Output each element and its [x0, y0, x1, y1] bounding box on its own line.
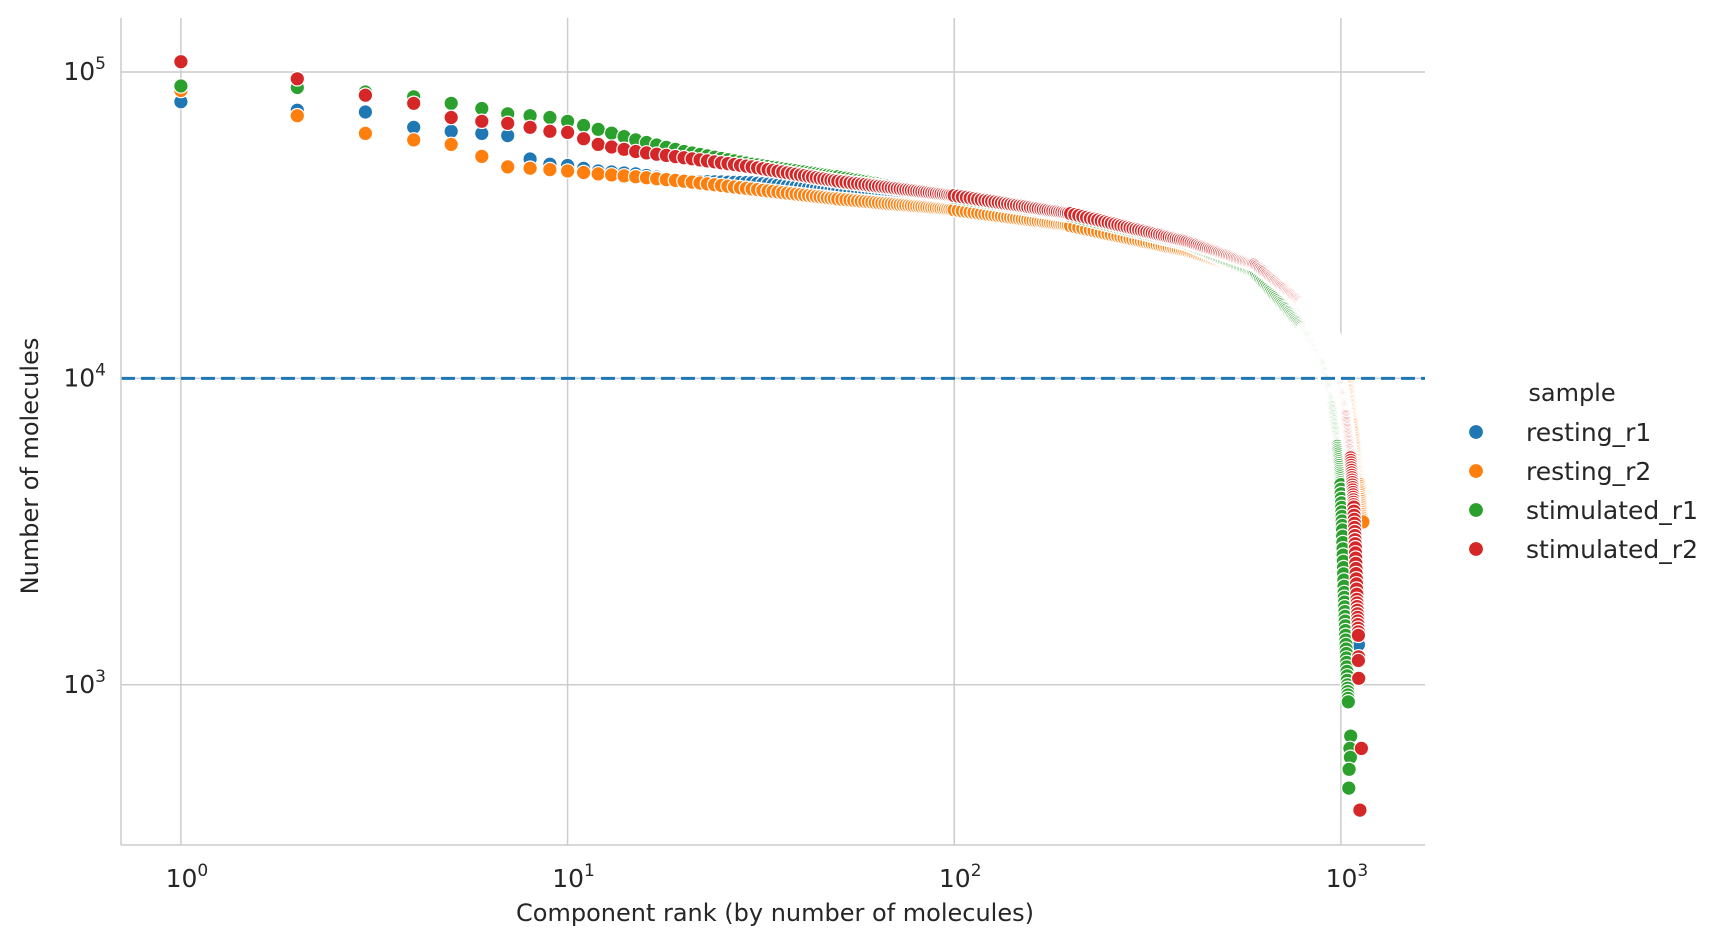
point-resting_r2-3: [405, 132, 422, 148]
point-stimulated_r2-12: [603, 139, 620, 155]
tick-labels: 100 101 102 103 103 104 105: [63, 54, 1368, 893]
legend-label-resting_r1: resting_r1: [1526, 418, 1651, 447]
legend-marker-resting_r2: [1467, 462, 1485, 480]
legend-label-stimulated_r1: stimulated_r1: [1526, 496, 1698, 525]
legend-label-resting_r2: resting_r2: [1526, 457, 1651, 486]
point-stimulated_r2-484: [1352, 802, 1368, 818]
point-stimulated_r2-483: [1353, 740, 1370, 757]
point-resting_r2-5: [473, 148, 490, 165]
legend-marker-resting_r1: [1467, 423, 1485, 441]
point-resting_r1-2: [357, 104, 374, 120]
y-tick-label-0: 103: [63, 667, 106, 699]
point-resting_r1-4: [443, 123, 459, 140]
axis-spines: [120, 18, 1425, 846]
legend-title: sample: [1528, 379, 1615, 407]
point-resting_r2-9: [559, 163, 576, 179]
legend-label-stimulated_r2: stimulated_r2: [1526, 535, 1698, 564]
point-stimulated_r2-479: [1350, 627, 1367, 644]
point-stimulated_r1-11: [590, 121, 606, 138]
point-resting_r2-10: [575, 164, 592, 181]
x-tick-label-3: 103: [1326, 861, 1369, 893]
point-stimulated_r2-481: [1350, 670, 1367, 687]
legend-marker-stimulated_r1: [1467, 501, 1485, 519]
point-resting_r2-1: [289, 107, 306, 124]
legend-items: resting_r1 resting_r2 stimulated_r1stimula…: [1467, 418, 1698, 564]
point-stimulated_r2-7: [522, 119, 538, 136]
point-stimulated_r2-0: [173, 53, 189, 70]
legend-marker-stimulated_r2: [1467, 540, 1485, 558]
point-stimulated_r1-428: [1341, 761, 1357, 778]
point-resting_r2-2: [357, 125, 374, 142]
x-tick-label-0: 100: [166, 861, 209, 893]
point-resting_r2-11: [590, 166, 606, 182]
point-stimulated_r2-9: [559, 124, 576, 141]
point-stimulated_r2-4: [443, 109, 459, 126]
point-stimulated_r2-5: [473, 113, 490, 130]
point-stimulated_r2-3: [405, 95, 422, 112]
point-resting_r2-8: [542, 161, 558, 178]
point-stimulated_r1-429: [1341, 780, 1357, 796]
x-tick-label-1: 101: [552, 861, 595, 893]
point-stimulated_r1-4: [443, 95, 459, 112]
scatter-points: [173, 53, 1371, 818]
point-stimulated_r2-8: [542, 123, 558, 140]
point-stimulated_r2-11: [590, 136, 606, 153]
point-stimulated_r2-2: [357, 87, 374, 103]
x-tick-label-2: 102: [939, 861, 982, 893]
point-stimulated_r1-8: [542, 109, 558, 126]
point-stimulated_r2-482: [1350, 652, 1367, 669]
point-resting_r2-4: [443, 136, 459, 153]
y-axis-label: Number of molecules: [16, 338, 44, 595]
point-resting_r2-6: [499, 159, 516, 175]
point-resting_r2-7: [522, 160, 538, 176]
point-stimulated_r2-6: [499, 115, 516, 132]
point-stimulated_r2-10: [575, 130, 592, 147]
x-axis-label: Component rank (by number of molecules): [516, 899, 1034, 927]
legend: sample resting_r1 resting_r2 stimulated_r1…: [1467, 379, 1698, 564]
point-stimulated_r1-10: [575, 117, 592, 134]
point-stimulated_r2-1: [289, 71, 306, 87]
point-stimulated_r1-0: [173, 78, 189, 94]
y-tick-label-1: 104: [63, 360, 106, 392]
y-tick-label-2: 105: [63, 54, 106, 86]
point-stimulated_r1-424: [1340, 693, 1357, 710]
